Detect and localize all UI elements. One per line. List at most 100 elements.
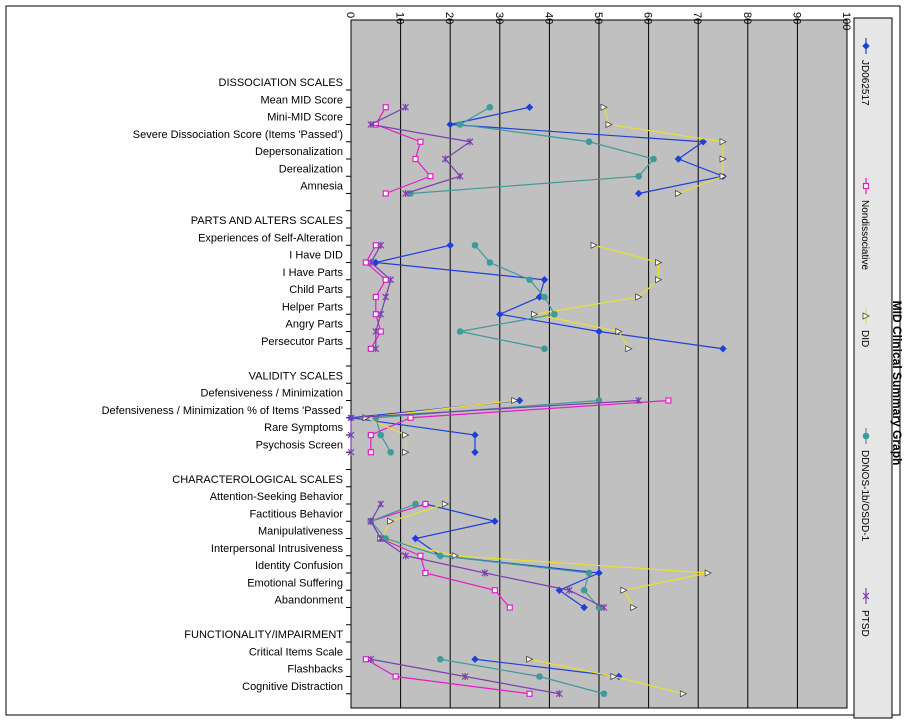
- legend: JD062517 Nondissociative DID DDNOS-1b/OSDD-…: [859, 38, 870, 637]
- legend-box: [853, 17, 893, 719]
- point-marker: [402, 103, 409, 111]
- category-label: Emotional Suffering: [247, 577, 343, 589]
- point-marker: [382, 293, 390, 301]
- chart-title: MID Clinical Summary Graph: [890, 301, 904, 466]
- point-marker: [377, 241, 385, 249]
- tick-label: 40: [542, 12, 554, 24]
- point-marker: [541, 345, 548, 353]
- category-label: VALIDITY SCALES: [249, 370, 343, 382]
- point-marker: [862, 312, 870, 320]
- point-marker: [585, 569, 593, 577]
- category-label: DISSOCIATION SCALES: [219, 77, 344, 89]
- point-marker: [347, 431, 355, 439]
- point-marker: [377, 431, 385, 439]
- tick-label: 30: [493, 12, 505, 24]
- point-marker: [362, 414, 370, 422]
- legend-label: DDNOS-1b/OSDD-1: [859, 450, 870, 542]
- tick-label: 50: [592, 12, 604, 24]
- point-marker: [412, 155, 419, 163]
- point-marker: [699, 138, 707, 146]
- category-label: Abandonment: [275, 595, 344, 607]
- point-marker: [377, 328, 384, 335]
- point-marker: [362, 259, 369, 266]
- point-marker: [862, 42, 870, 50]
- category-label: Experiences of Self-Alteration: [198, 232, 343, 244]
- point-marker: [372, 345, 380, 353]
- category-label: Defensiveness / Minimization % of Items …: [102, 405, 343, 417]
- point-marker: [372, 328, 380, 335]
- tick-label: 80: [741, 12, 753, 24]
- point-marker: [580, 586, 588, 594]
- point-marker: [679, 690, 688, 698]
- point-marker: [412, 500, 419, 508]
- point-marker: [719, 155, 727, 163]
- category-label: Amnesia: [300, 181, 344, 193]
- category-label: Defensiveness / Minimization: [201, 388, 343, 400]
- series-line: [410, 106, 655, 195]
- point-marker: [704, 569, 713, 577]
- point-marker: [367, 449, 374, 456]
- series-1: [362, 104, 672, 697]
- point-marker: [387, 448, 394, 456]
- category-label: Derealization: [279, 163, 343, 175]
- point-marker: [417, 138, 424, 145]
- tick-label: 90: [790, 12, 802, 24]
- point-marker: [441, 155, 449, 163]
- point-marker: [382, 104, 389, 111]
- category-label: Factitious Behavior: [249, 508, 343, 520]
- point-marker: [526, 655, 534, 663]
- point-marker: [531, 310, 539, 318]
- point-marker: [650, 155, 657, 163]
- point-marker: [511, 396, 519, 405]
- point-marker: [525, 103, 534, 111]
- point-marker: [486, 259, 494, 266]
- category-label: I Have Parts: [282, 267, 343, 279]
- point-marker: [496, 310, 504, 318]
- point-marker: [471, 431, 479, 439]
- point-marker: [422, 500, 429, 508]
- legend-label: Nondissociative: [859, 200, 870, 270]
- legend-label: JD062517: [859, 60, 870, 106]
- point-marker: [387, 517, 395, 525]
- point-marker: [377, 310, 385, 318]
- point-marker: [600, 604, 608, 611]
- point-marker: [402, 431, 410, 439]
- point-marker: [862, 592, 870, 600]
- series-lines: [347, 103, 727, 698]
- point-marker: [456, 121, 464, 128]
- point-marker: [595, 569, 603, 577]
- point-marker: [411, 534, 420, 543]
- category-label: Rare Symptoms: [264, 422, 343, 434]
- series-line: [450, 106, 726, 195]
- tick-label: 10: [394, 12, 406, 24]
- point-marker: [610, 672, 618, 681]
- point-marker: [367, 431, 374, 439]
- point-marker: [377, 500, 385, 508]
- point-marker: [372, 242, 379, 249]
- category-label: Persecutor Parts: [261, 336, 343, 348]
- point-marker: [635, 293, 643, 301]
- series-line: [368, 106, 472, 195]
- point-marker: [486, 103, 494, 111]
- point-marker: [625, 345, 633, 353]
- tick-label: 70: [691, 12, 703, 24]
- point-marker: [372, 258, 380, 267]
- tick-label: 100: [840, 12, 852, 30]
- tick-label: 20: [443, 12, 455, 24]
- series-3: [367, 103, 657, 698]
- point-marker: [491, 517, 499, 525]
- point-marker: [347, 414, 355, 422]
- point-marker: [555, 690, 563, 698]
- point-marker: [526, 276, 533, 284]
- point-marker: [367, 517, 375, 525]
- point-marker: [585, 138, 593, 146]
- point-marker: [674, 155, 683, 163]
- point-marker: [367, 655, 375, 663]
- category-label: Critical Items Scale: [249, 646, 343, 658]
- point-marker: [372, 311, 379, 318]
- category-label: Attention-Seeking Behavior: [210, 491, 344, 503]
- point-marker: [461, 673, 469, 680]
- point-marker: [372, 293, 379, 301]
